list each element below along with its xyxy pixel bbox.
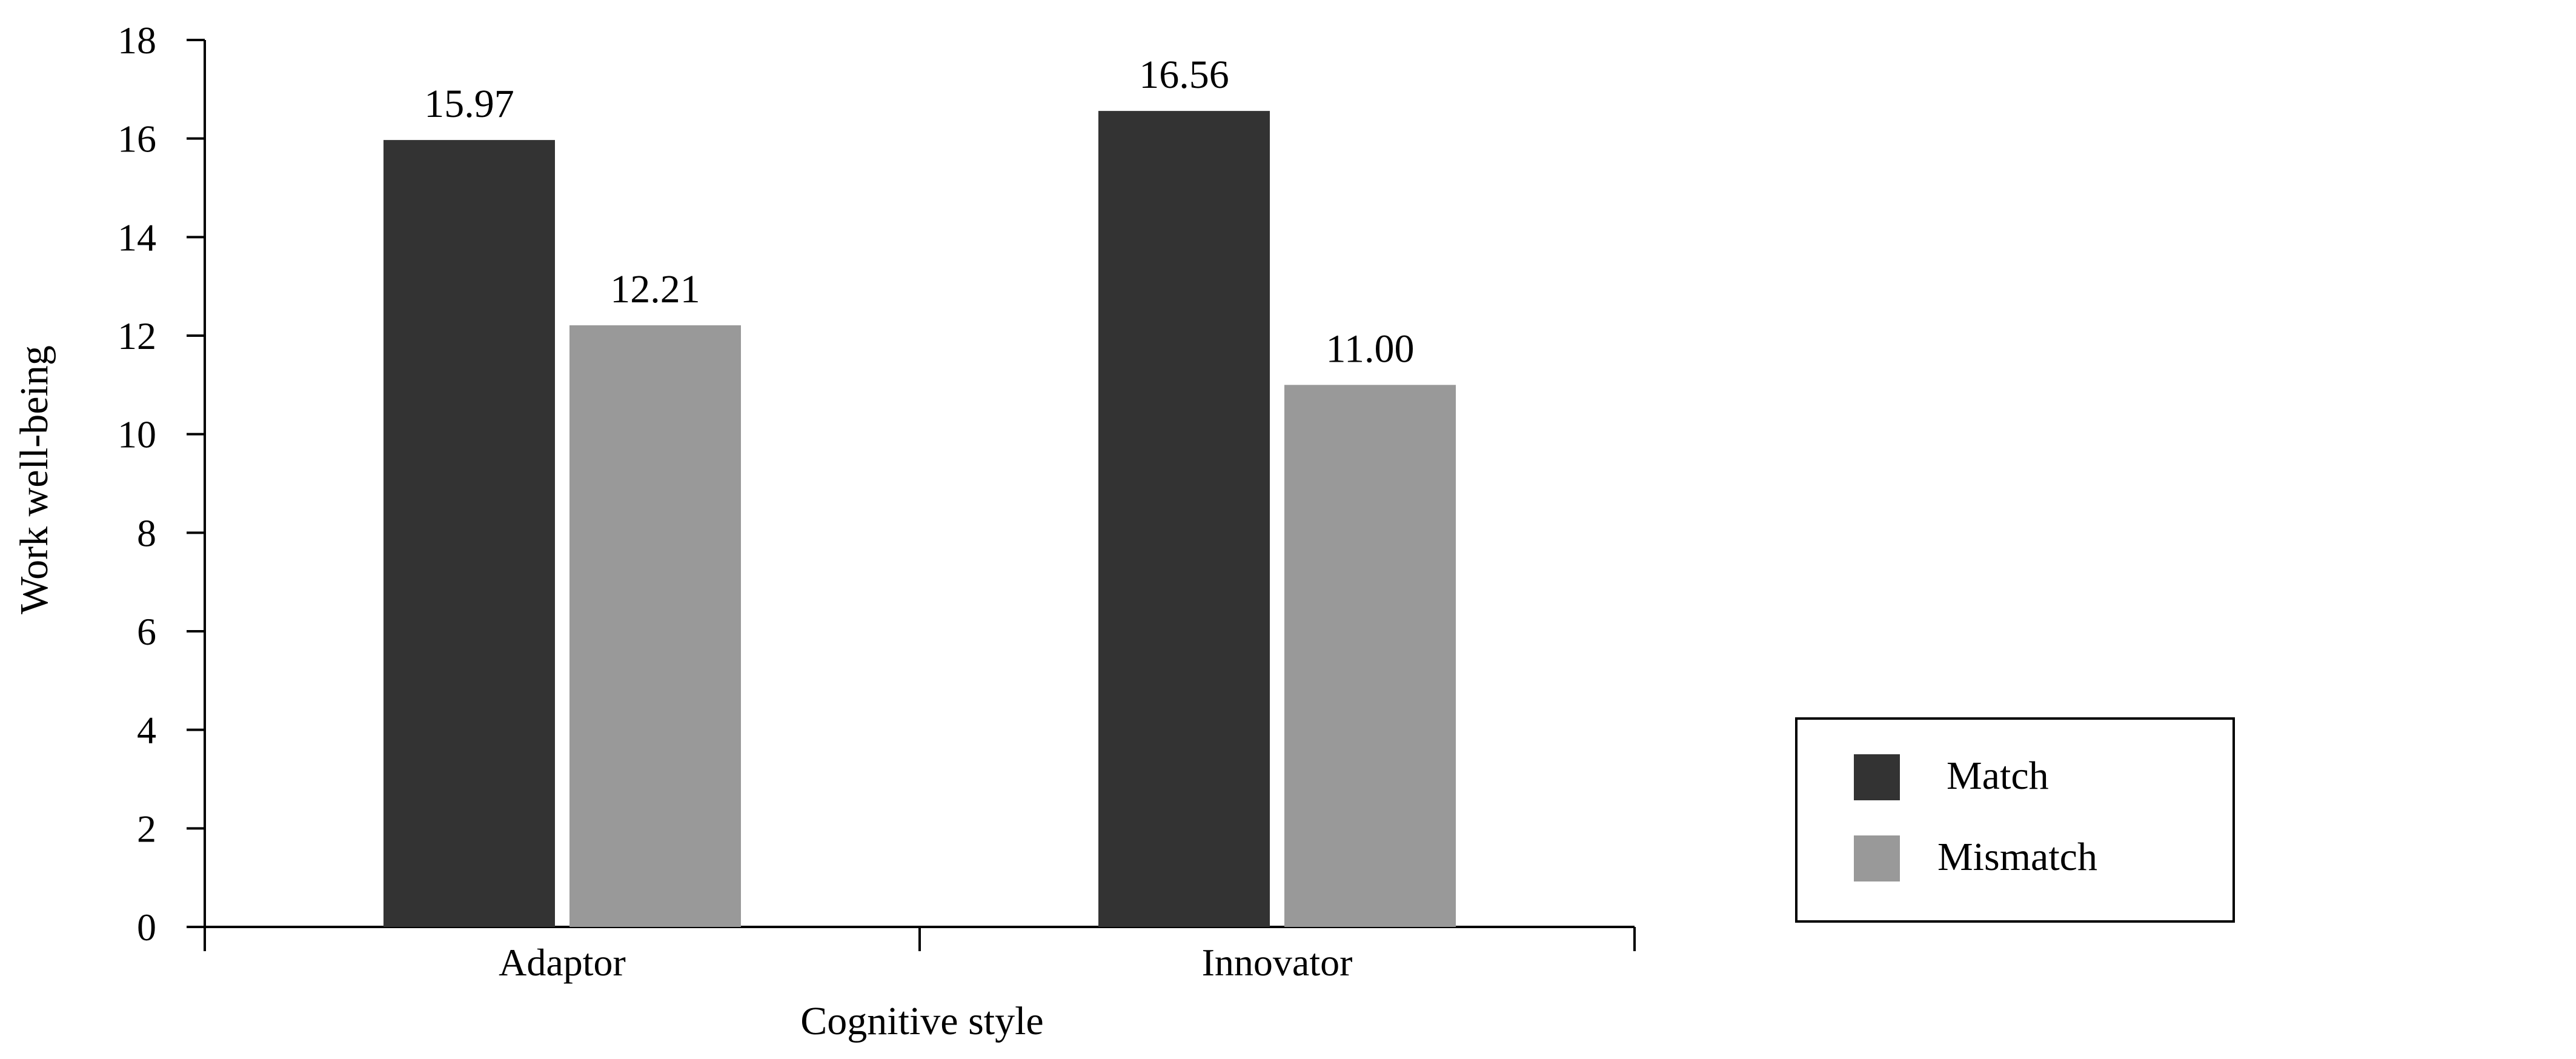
legend: Match Mismatch [1795, 717, 2235, 923]
y-tick-label: 14 [118, 216, 156, 259]
x-tick-label: Innovator [1202, 941, 1353, 984]
bar-mismatch-innovator [1284, 385, 1456, 927]
bar-labels: 15.97 12.21 16.56 11.00 [424, 53, 1414, 371]
legend-swatch-mismatch [1854, 835, 1900, 881]
y-tick-label: 10 [118, 413, 156, 456]
y-tick-label: 12 [118, 314, 156, 357]
legend-label-mismatch: Mismatch [1937, 835, 2097, 879]
x-tick-label: Adaptor [499, 941, 626, 984]
data-label: 15.97 [424, 82, 514, 126]
legend-swatch-match [1854, 754, 1900, 800]
y-tick-label: 8 [137, 511, 156, 554]
y-tick-label: 18 [118, 19, 156, 62]
y-axis: 0 2 4 6 8 10 12 14 16 18 [118, 19, 206, 949]
bar-match-innovator [1098, 111, 1270, 927]
legend-label-match: Match [1947, 754, 2049, 798]
y-tick-label: 4 [137, 709, 156, 752]
y-tick-label: 6 [137, 610, 156, 653]
data-label: 11.00 [1326, 327, 1414, 371]
y-tick-label: 0 [137, 906, 156, 949]
data-label: 12.21 [610, 267, 700, 311]
legend-box [1795, 717, 2235, 923]
bars [383, 111, 1456, 927]
x-axis-title: Cognitive style [800, 999, 1043, 1043]
data-label: 16.56 [1139, 53, 1229, 97]
x-axis: Adaptor Innovator [204, 926, 1636, 984]
bar-mismatch-adaptor [569, 325, 741, 927]
y-tick-label: 16 [118, 118, 156, 161]
y-axis-title: Work well-being [12, 345, 56, 614]
y-tick-label: 2 [137, 807, 156, 850]
bar-match-adaptor [383, 140, 555, 927]
